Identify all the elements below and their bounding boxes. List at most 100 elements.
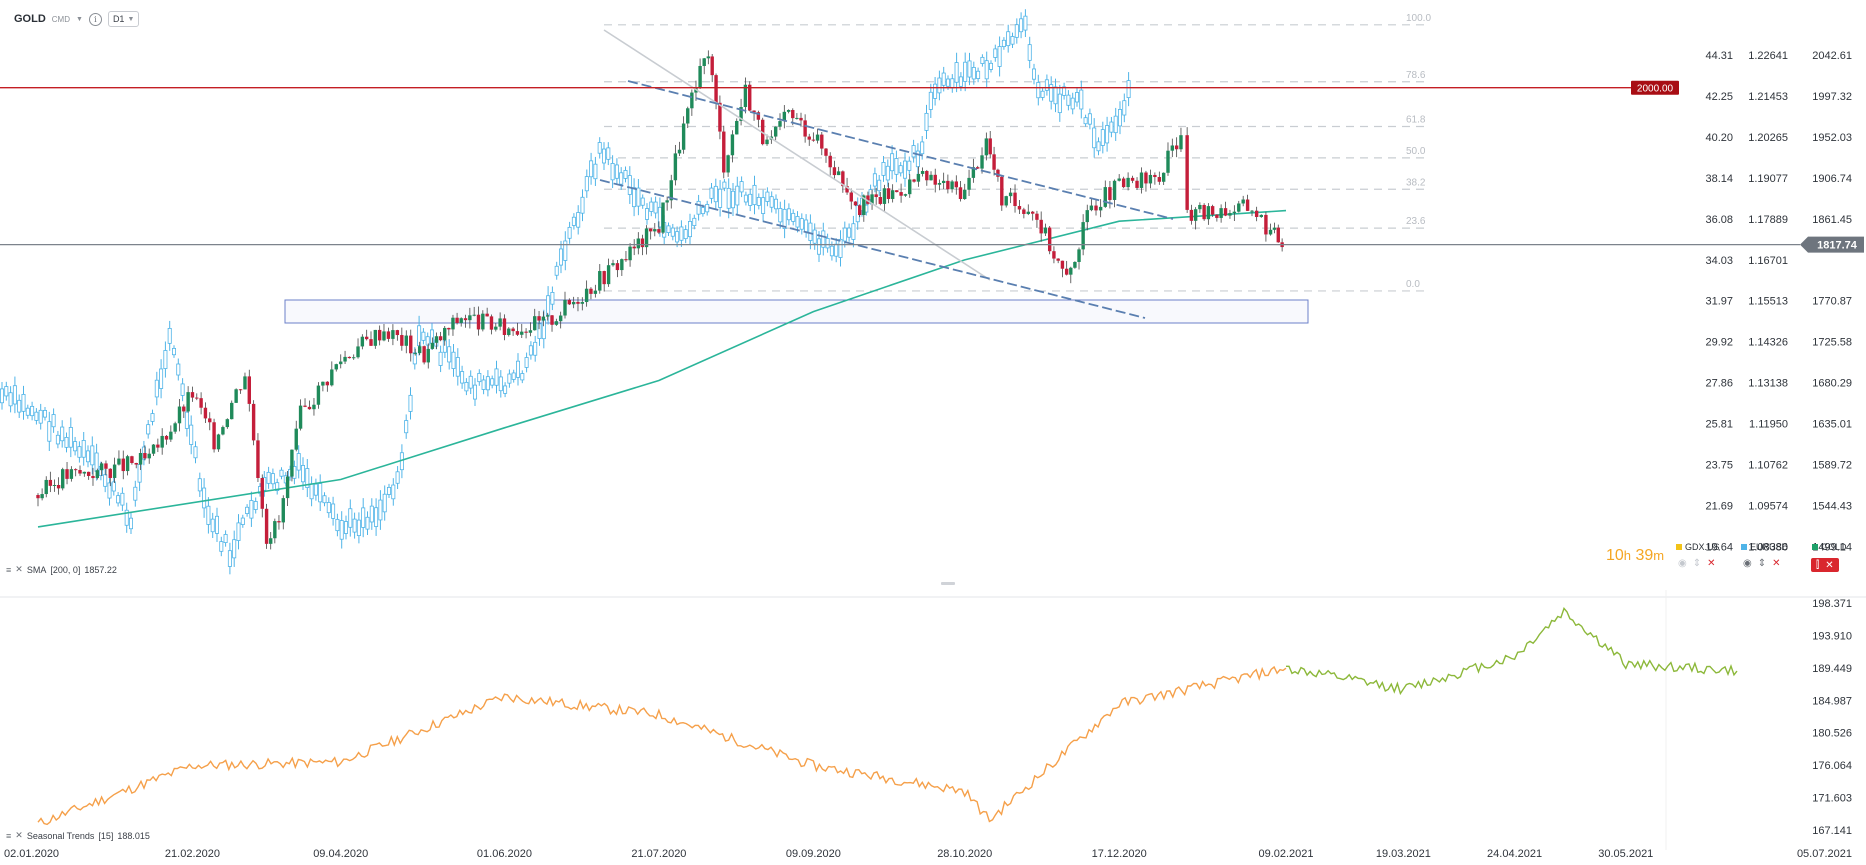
- gold-candle: [182, 406, 186, 412]
- gdx-axis-label: 40.20: [1705, 132, 1733, 144]
- seasonal-axis-label: 176.064: [1812, 760, 1852, 772]
- eurusd-candle: [249, 500, 254, 519]
- gold-axis-label: 1952.03: [1812, 132, 1852, 144]
- eurusd-candle: [847, 227, 852, 238]
- gold-candle: [134, 462, 138, 465]
- sma-indicator-label[interactable]: ≡ ✕ SMA [200, 0] 1857.22: [6, 564, 117, 575]
- close-icon[interactable]: ✕: [1772, 558, 1781, 569]
- eurusd-axis-label: 1.10762: [1748, 460, 1788, 472]
- eurusd-candle: [352, 518, 357, 533]
- eurusd-candle: [597, 142, 602, 154]
- eurusd-candle: [1010, 36, 1015, 45]
- reorder-icon[interactable]: ⇕: [1757, 558, 1767, 569]
- indicator-menu-icon[interactable]: ≡: [6, 564, 12, 575]
- close-icon[interactable]: ✕: [15, 564, 23, 574]
- eurusd-candle: [133, 486, 138, 501]
- countdown-m-unit: m: [1653, 548, 1665, 563]
- gold-candle: [78, 470, 82, 474]
- close-icon[interactable]: ✕: [1707, 558, 1716, 569]
- gold-candle: [1130, 177, 1135, 181]
- eurusd-candle: [0, 388, 4, 404]
- gold-candle: [256, 440, 260, 478]
- eurusd-axis-label: 1.14326: [1748, 337, 1788, 349]
- gold-candle: [1153, 174, 1157, 178]
- eurusd-candle: [38, 409, 43, 424]
- gold-candle: [1254, 210, 1259, 217]
- symbol-label[interactable]: GOLD: [14, 13, 46, 25]
- legend-gold[interactable]: GOLD: [1812, 542, 1847, 552]
- eurusd-candle: [111, 481, 116, 492]
- gold-axis-label: 1499.14: [1812, 541, 1852, 553]
- gold-candle: [541, 316, 546, 321]
- gold-candle: [714, 75, 718, 103]
- seasonal-name: Seasonal Trends: [26, 830, 95, 841]
- chevron-down-icon[interactable]: ▼: [76, 15, 83, 23]
- eurusd-candle: [163, 350, 168, 369]
- gold-candle: [1098, 206, 1103, 211]
- info-icon[interactable]: i: [88, 12, 102, 26]
- eurusd-candle: [1109, 121, 1114, 133]
- gold-candle: [690, 92, 694, 109]
- candles-icon[interactable]: ⫿: [1816, 559, 1820, 571]
- eurusd-candle: [726, 187, 731, 209]
- x-axis-date-label: 01.06.2020: [477, 848, 532, 860]
- eurusd-candle: [1118, 109, 1123, 127]
- gold-candle: [748, 84, 752, 111]
- eurusd-candle: [232, 539, 237, 559]
- gold-candle: [269, 538, 273, 544]
- eurusd-candle: [507, 373, 512, 384]
- legend-eurusd[interactable]: EURUSD: [1741, 542, 1788, 552]
- close-icon[interactable]: ✕: [1825, 559, 1834, 571]
- gold-candle: [681, 123, 686, 150]
- eurusd-candle: [1036, 82, 1041, 99]
- fib-level-label: 61.8: [1406, 114, 1426, 125]
- gold-candle: [866, 195, 870, 204]
- gold-candle: [498, 318, 502, 327]
- reorder-icon[interactable]: ⇕: [1692, 558, 1702, 569]
- current-price-label: 1817.74: [1817, 240, 1858, 252]
- eurusd-candle: [683, 229, 688, 240]
- eurusd-candle: [610, 163, 615, 181]
- gold-candle: [434, 336, 439, 343]
- x-axis-date-label: 30.05.2021: [1598, 848, 1653, 860]
- close-icon[interactable]: ✕: [15, 830, 23, 840]
- eurusd-candle: [1001, 39, 1006, 48]
- eye-icon[interactable]: ◉: [1743, 558, 1752, 569]
- seasonal-indicator-label[interactable]: ≡ ✕ Seasonal Trends [15] 188.015: [6, 830, 150, 841]
- eurusd-candle: [778, 208, 783, 223]
- gold-candle: [929, 174, 933, 181]
- legend-gold-actions[interactable]: ⫿ ✕: [1811, 558, 1839, 572]
- chart-toolbar: GOLD CMD ▼ i D1 ▼: [14, 11, 140, 27]
- legend-gdx[interactable]: GDX.US: [1676, 542, 1720, 552]
- eurusd-candle: [765, 191, 770, 202]
- gold-candle: [426, 348, 430, 363]
- exchange-label[interactable]: CMD: [51, 14, 70, 24]
- eurusd-candle: [877, 179, 882, 192]
- gold-candle: [247, 376, 251, 404]
- eye-icon[interactable]: ◉: [1678, 558, 1687, 569]
- gold-candle: [160, 435, 164, 448]
- gold-candle: [1139, 172, 1144, 188]
- gold-candle: [1219, 208, 1223, 218]
- gold-candle: [1081, 222, 1085, 250]
- eurusd-candle: [640, 197, 645, 206]
- gold-candle: [807, 136, 811, 140]
- countdown-h-unit: h: [1623, 548, 1632, 563]
- gold-candle: [615, 263, 620, 271]
- eurusd-candle: [464, 381, 469, 392]
- gold-candle: [303, 405, 307, 407]
- gold-candle: [1103, 187, 1107, 207]
- indicator-menu-icon[interactable]: ≡: [6, 830, 12, 841]
- gold-candle: [677, 149, 682, 154]
- timeframe-select[interactable]: D1 ▼: [107, 11, 140, 27]
- eurusd-candle: [1027, 44, 1032, 61]
- eurusd-candle: [898, 165, 903, 174]
- gold-candle: [216, 434, 221, 450]
- eurusd-candle: [1049, 84, 1054, 102]
- eurusd-candle: [184, 411, 189, 429]
- gold-candle: [82, 471, 87, 474]
- eurusd-candle: [946, 78, 951, 87]
- eurusd-candle: [550, 292, 555, 305]
- gold-candle: [920, 171, 925, 174]
